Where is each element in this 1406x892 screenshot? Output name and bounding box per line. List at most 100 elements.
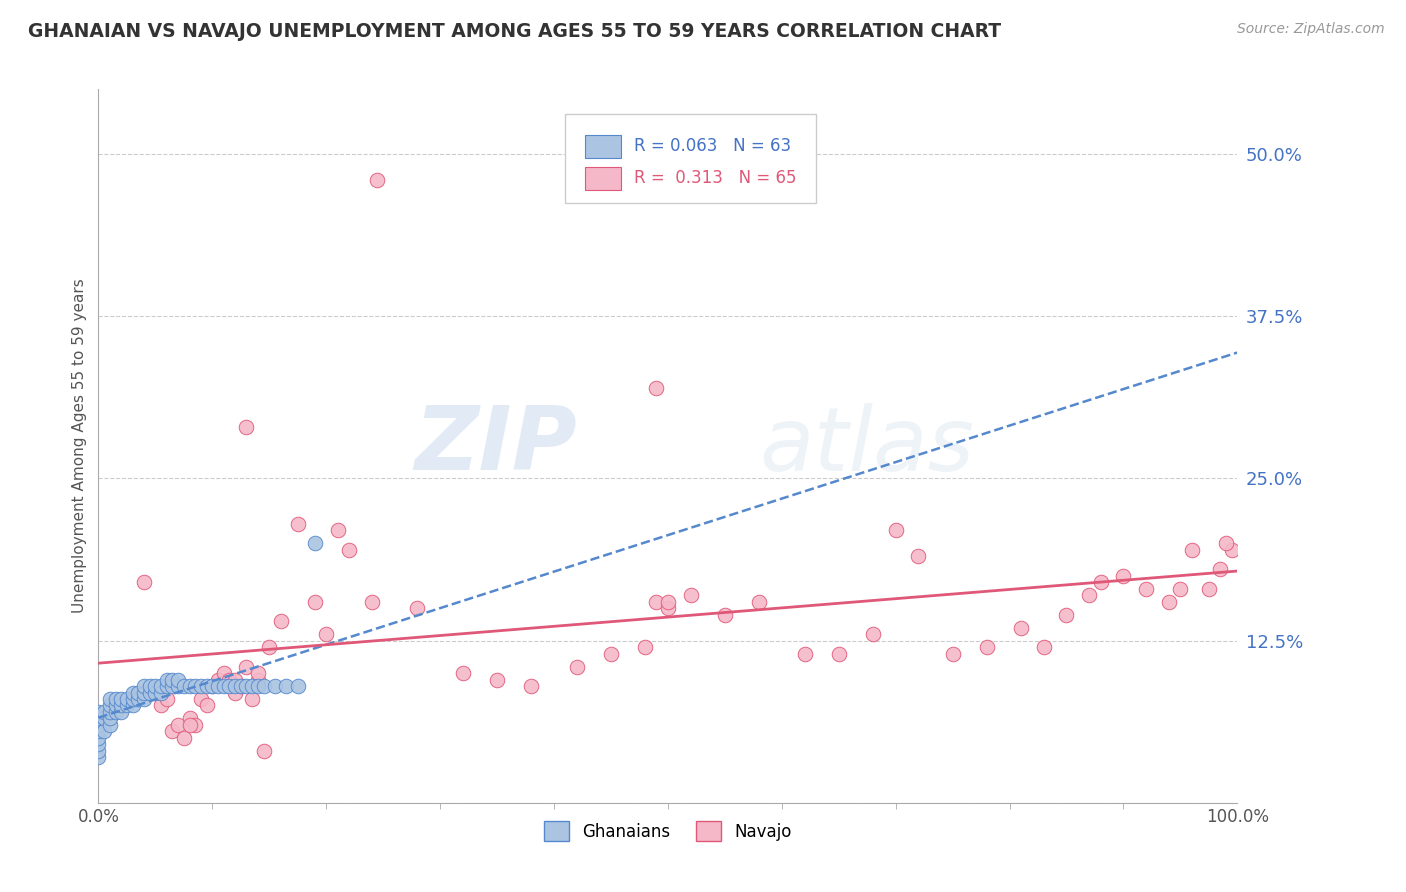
Point — [287, 516, 309, 531]
Point — [252, 744, 274, 758]
Point — [121, 692, 143, 706]
Text: R =  0.313   N = 65: R = 0.313 N = 65 — [634, 169, 796, 187]
Point — [287, 679, 309, 693]
Point — [1112, 568, 1135, 582]
Point — [645, 381, 668, 395]
Point — [201, 679, 224, 693]
Point — [1198, 582, 1220, 596]
Point — [179, 718, 201, 732]
Point — [110, 705, 132, 719]
Point — [145, 685, 167, 699]
Point — [634, 640, 657, 654]
Point — [162, 673, 184, 687]
Point — [132, 679, 155, 693]
Point — [1209, 562, 1232, 576]
Point — [259, 640, 281, 654]
Point — [366, 173, 388, 187]
Point — [98, 705, 121, 719]
Point — [127, 692, 149, 706]
Point — [98, 692, 121, 706]
Legend: Ghanaians, Navajo: Ghanaians, Navajo — [537, 814, 799, 848]
Point — [173, 679, 195, 693]
Point — [190, 679, 212, 693]
Point — [486, 673, 509, 687]
Point — [942, 647, 965, 661]
Point — [218, 679, 240, 693]
Point — [121, 685, 143, 699]
Point — [451, 666, 474, 681]
Point — [104, 705, 127, 719]
Point — [87, 724, 110, 739]
Point — [156, 679, 179, 693]
Point — [87, 711, 110, 725]
Point — [167, 673, 190, 687]
Point — [87, 718, 110, 732]
Point — [127, 685, 149, 699]
Point — [93, 724, 115, 739]
Point — [304, 536, 326, 550]
Point — [276, 679, 298, 693]
Point — [246, 673, 269, 687]
Point — [793, 647, 815, 661]
Point — [235, 419, 257, 434]
Point — [167, 679, 190, 693]
Point — [976, 640, 998, 654]
Point — [1215, 536, 1237, 550]
Point — [224, 673, 246, 687]
Point — [748, 595, 770, 609]
Point — [224, 679, 246, 693]
Point — [115, 692, 138, 706]
Y-axis label: Unemployment Among Ages 55 to 59 years: Unemployment Among Ages 55 to 59 years — [72, 278, 87, 614]
Point — [907, 549, 929, 564]
Point — [1157, 595, 1180, 609]
Point — [195, 698, 218, 713]
Point — [270, 614, 292, 628]
Point — [600, 647, 623, 661]
Point — [121, 698, 143, 713]
Point — [326, 524, 349, 538]
Point — [201, 679, 224, 693]
Point — [87, 731, 110, 745]
Point — [93, 711, 115, 725]
Point — [195, 679, 218, 693]
Point — [1032, 640, 1054, 654]
Point — [406, 601, 429, 615]
Point — [98, 711, 121, 725]
Point — [304, 595, 326, 609]
Text: R = 0.063   N = 63: R = 0.063 N = 63 — [634, 137, 790, 155]
Point — [110, 692, 132, 706]
Point — [150, 679, 173, 693]
Point — [1181, 542, 1204, 557]
Point — [1090, 575, 1112, 590]
Point — [645, 595, 668, 609]
Point — [207, 673, 229, 687]
Point — [179, 711, 201, 725]
Point — [132, 685, 155, 699]
Point — [520, 679, 543, 693]
Point — [657, 595, 679, 609]
Point — [110, 698, 132, 713]
Point — [184, 718, 207, 732]
Point — [156, 692, 179, 706]
Point — [240, 692, 263, 706]
Point — [98, 698, 121, 713]
Point — [252, 679, 274, 693]
Point — [184, 679, 207, 693]
Point — [162, 679, 184, 693]
Point — [87, 738, 110, 752]
Point — [132, 692, 155, 706]
Point — [156, 673, 179, 687]
Point — [138, 685, 160, 699]
Text: GHANAIAN VS NAVAJO UNEMPLOYMENT AMONG AGES 55 TO 59 YEARS CORRELATION CHART: GHANAIAN VS NAVAJO UNEMPLOYMENT AMONG AG… — [28, 22, 1001, 41]
Point — [884, 524, 907, 538]
Point — [150, 698, 173, 713]
Bar — [585, 167, 621, 190]
Point — [240, 679, 263, 693]
Point — [246, 666, 269, 681]
Point — [167, 718, 190, 732]
Point — [657, 601, 679, 615]
Point — [1135, 582, 1157, 596]
Point — [862, 627, 884, 641]
Point — [1078, 588, 1101, 602]
Point — [235, 659, 257, 673]
